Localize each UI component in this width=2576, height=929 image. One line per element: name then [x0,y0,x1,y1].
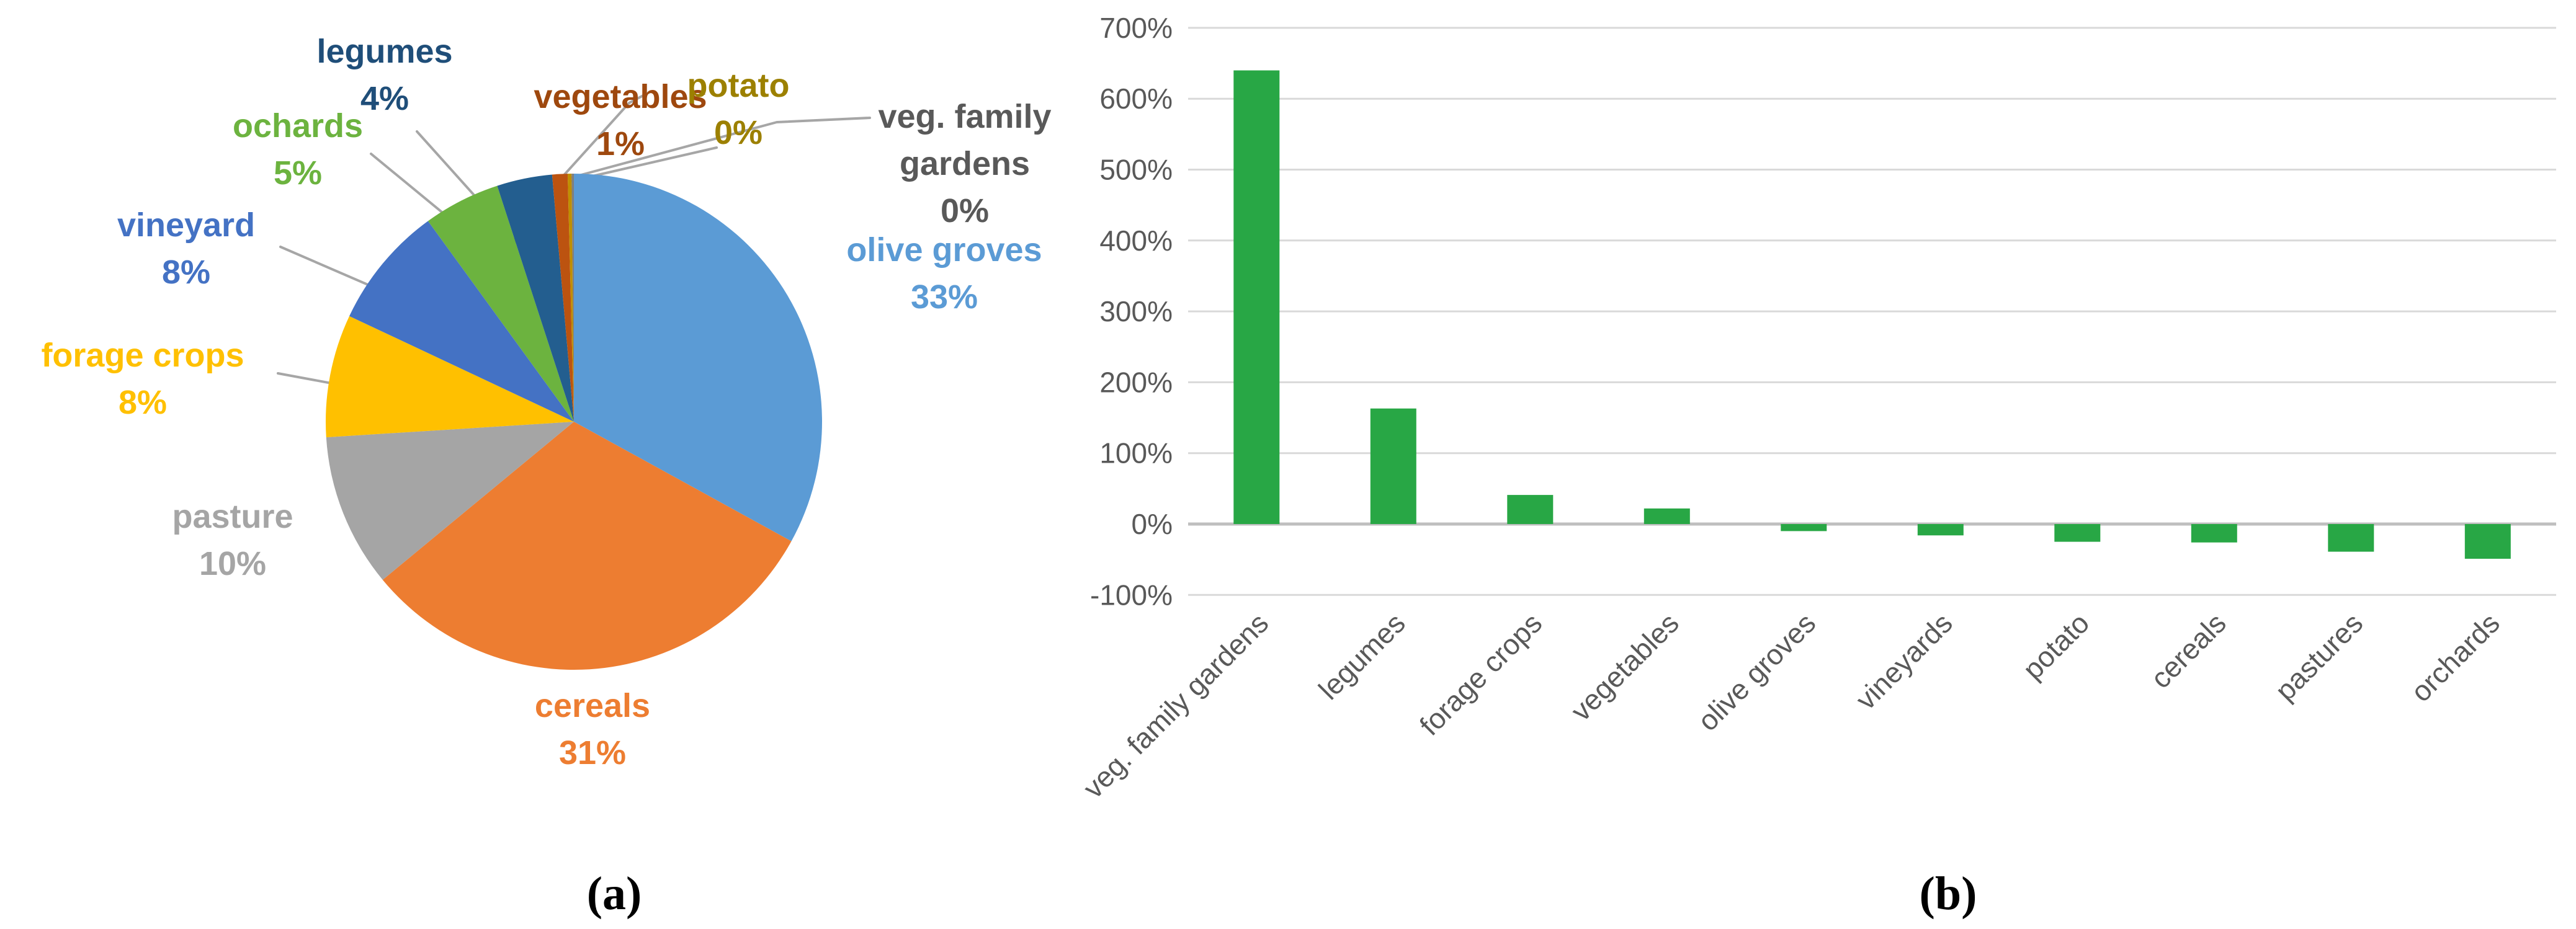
y-tick-label-200: 200% [1099,366,1173,398]
pie-label-line: 1% [596,125,645,162]
x-label-cereals: cereals [2144,607,2232,695]
y-tick-label-100: 100% [1099,437,1173,469]
pie-slice-veg-family-gardens [571,174,574,422]
bar-chart-bars [1233,70,2511,559]
pie-label-line: gardens [899,145,1031,182]
bar-cereals [2191,524,2237,543]
bar-veg-family-gardens [1233,70,1280,524]
leader-line-vegetables [559,91,651,180]
x-label-pastures: pastures [2269,607,2369,707]
x-label-vineyards: vineyards [1849,607,1959,716]
pie-label-line: legumes [316,33,453,70]
pie-slice-legumes [497,174,574,422]
pie-slice-vineyard [349,221,574,422]
bar-orchards [2464,524,2511,559]
x-label-orchards: orchards [2405,607,2506,708]
pie-slice-vegetables [552,174,574,422]
pie-label-cereals: cereals 31% [535,682,650,776]
pie-label-line: vegetables [534,78,707,115]
caption-panel-a: (a) [586,868,642,920]
pie-label-line: veg. family [878,98,1052,135]
y-tick-label-700: 700% [1099,12,1173,44]
y-tick-label--100: -100% [1090,579,1173,611]
pie-label-olive-groves: olive groves 33% [846,226,1042,321]
pie-slice-olive-groves [574,174,822,541]
pie-label-pasture: pasture 10% [172,493,293,587]
pie-label-line: 8% [161,254,211,291]
y-tick-label-500: 500% [1099,154,1173,186]
caption-panel-b: (b) [1919,868,1977,920]
pie-slice-potato [567,174,574,422]
pie-label-line: ochards [232,107,364,144]
pie-label-line: 5% [273,154,323,192]
bar-pastures [2328,524,2374,552]
pie-label-line: 0% [940,192,990,229]
pie-label-line: cereals [534,687,651,724]
x-label-legumes: legumes [1312,607,1411,706]
pie-label-line: potato [687,67,790,104]
x-label-vegetables: vegetables [1565,607,1685,727]
pie-label-line: 10% [199,545,267,582]
pie-label-legumes: legumes 4% [316,28,452,122]
pie-label-line: 8% [118,384,168,421]
pie-label-ochards: ochards 5% [233,102,363,197]
bar-legumes [1370,408,1416,524]
pie-label-vegetables: vegetables 1% [534,73,707,167]
pie-slice-cereals [382,422,792,670]
pie-slice-pasture [326,422,574,580]
bar-vineyards [1917,524,1964,536]
pie-label-line: 31% [558,734,627,771]
bar-vegetables [1644,508,1690,524]
pie-label-line: pasture [172,498,293,535]
y-tick-label-400: 400% [1099,224,1173,257]
pie-label-line: forage crops [41,337,244,374]
pie-label-line: olive groves [846,231,1042,269]
bar-chart-axis-text: 700% 600% 500% 400% 300% 200% 100% 0% -100%veg. … [1077,12,2506,804]
bar-potato [2054,524,2101,542]
x-label-olive-groves: olive groves [1691,607,1822,737]
x-label-forage-crops: forage crops [1413,607,1549,742]
y-tick-label-0: 0% [1132,508,1173,540]
leader-line-veg-family-gardens [561,117,871,181]
bar-olive-groves [1781,524,1827,531]
x-label-potato: potato [2016,607,2095,685]
pie-label-line: 33% [910,278,978,316]
pie-label-line: 4% [360,80,409,117]
pie-label-vineyard: vineyard 8% [117,202,255,296]
y-tick-label-300: 300% [1099,295,1173,327]
pie-slice-ochards [427,185,574,422]
x-label-veg-family-gardens: veg. family gardens [1077,607,1275,804]
pie-label-forage-crops: forage crops 8% [41,332,244,426]
pie-label-line: vineyard [117,207,256,244]
pie-label-veg-family-gardens: veg. family gardens 0% [878,93,1051,234]
pie-label-potato: potato 0% [687,62,790,156]
bar-forage-crops [1507,495,1554,524]
pie-slice-forage-crops [326,316,574,438]
y-tick-label-600: 600% [1099,82,1173,115]
pie-slices [326,174,822,670]
pie-label-line: 0% [713,114,763,151]
